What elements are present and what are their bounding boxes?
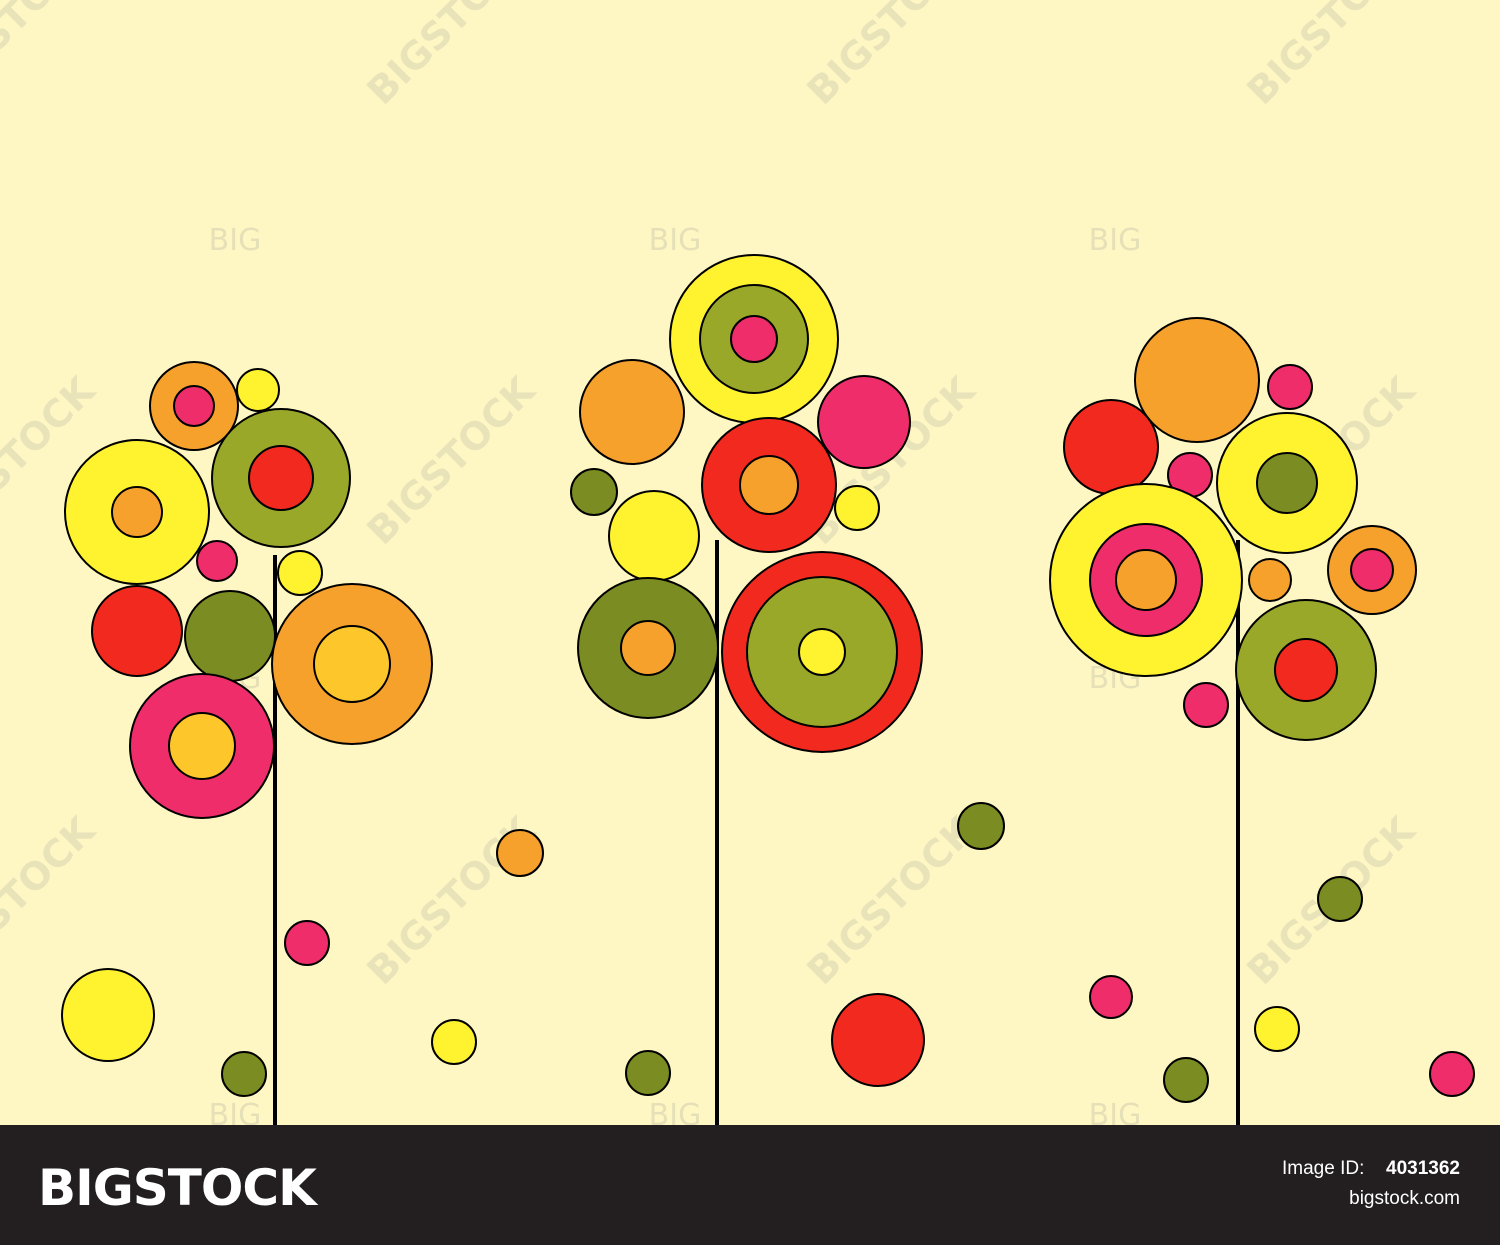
circle <box>834 485 880 531</box>
circle <box>1256 452 1318 514</box>
circle <box>579 359 685 465</box>
circle <box>91 585 183 677</box>
circle <box>248 445 314 511</box>
circles <box>61 254 1475 1103</box>
circle <box>236 368 280 412</box>
circle <box>831 993 925 1087</box>
footer-bar <box>0 1125 1500 1245</box>
footer-brand: BIGSTOCK <box>38 1159 319 1217</box>
circle <box>1063 399 1159 495</box>
circle <box>1089 975 1133 1019</box>
circle <box>957 802 1005 850</box>
circle <box>61 968 155 1062</box>
site-url: bigstock.com <box>1349 1188 1460 1209</box>
circle <box>111 486 163 538</box>
watermark-short: BIG <box>209 223 262 258</box>
circle <box>1115 549 1177 611</box>
image-id-label: Image ID: <box>1282 1158 1364 1179</box>
circle <box>496 829 544 877</box>
circle <box>1183 682 1229 728</box>
circle <box>168 712 236 780</box>
circle <box>1274 638 1338 702</box>
circle <box>1248 558 1292 602</box>
circle <box>196 540 238 582</box>
circle <box>570 468 618 516</box>
circle <box>184 590 276 682</box>
circle <box>625 1050 671 1096</box>
circle <box>277 550 323 596</box>
circle <box>173 385 215 427</box>
circle <box>620 620 676 676</box>
circle <box>798 628 846 676</box>
circle <box>1163 1057 1209 1103</box>
watermark-short: BIG <box>1089 223 1142 258</box>
image-id-value: 4031362 <box>1386 1158 1460 1179</box>
circle <box>313 625 391 703</box>
circle <box>739 455 799 515</box>
circle <box>1267 364 1313 410</box>
circle <box>1350 548 1394 592</box>
watermark-short: BIG <box>649 223 702 258</box>
circle <box>1254 1006 1300 1052</box>
circle <box>1317 876 1363 922</box>
circle <box>431 1019 477 1065</box>
circle <box>1429 1051 1475 1097</box>
circle <box>730 315 778 363</box>
circle <box>284 920 330 966</box>
circle <box>608 490 700 582</box>
circle <box>1134 317 1260 443</box>
circle <box>221 1051 267 1097</box>
background <box>0 0 1500 1125</box>
circle <box>817 375 911 469</box>
